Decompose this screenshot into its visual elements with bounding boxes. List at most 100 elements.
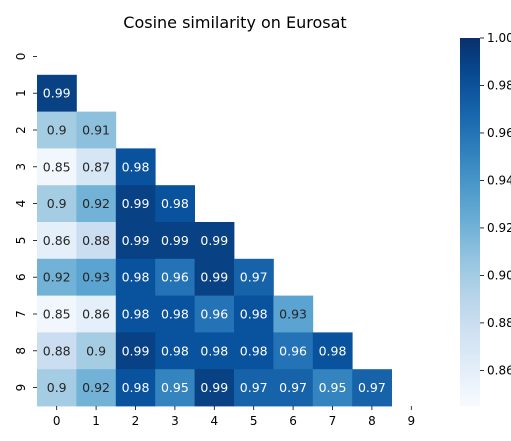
colorbar-tick-label: 0.92 bbox=[487, 221, 511, 235]
y-tick-label: 0 bbox=[14, 53, 28, 61]
colorbar-tick-label: 0.86 bbox=[487, 363, 511, 377]
cell-value-label: 0.85 bbox=[43, 159, 71, 174]
y-tick-label: 9 bbox=[14, 384, 28, 392]
heatmap-cell-7-0 bbox=[37, 295, 77, 333]
heatmap-cell-3-2 bbox=[115, 148, 156, 186]
cell-value-label: 0.91 bbox=[82, 123, 110, 138]
cell-value-label: 0.99 bbox=[122, 196, 150, 211]
cell-value-label: 0.98 bbox=[240, 343, 268, 358]
cell-value-label: 0.86 bbox=[82, 307, 110, 322]
heatmap-cell-8-6 bbox=[273, 332, 314, 370]
heatmap-cell-6-1 bbox=[76, 258, 117, 296]
heatmap-cell-8-3 bbox=[155, 332, 195, 370]
heatmap-cell-9-8 bbox=[352, 369, 392, 407]
x-tick-label: 3 bbox=[171, 414, 179, 428]
colorbar-tick-label: 0.94 bbox=[487, 173, 511, 187]
x-tick-label: 0 bbox=[53, 414, 61, 428]
cell-value-label: 0.98 bbox=[122, 307, 150, 322]
y-tick-label: 3 bbox=[14, 163, 28, 171]
heatmap-cell-8-0 bbox=[37, 332, 77, 370]
y-tick-label: 8 bbox=[14, 347, 28, 355]
colorbar-tick-label: 1.00 bbox=[487, 31, 511, 45]
x-tick-label: 9 bbox=[407, 414, 415, 428]
x-tick-label: 7 bbox=[329, 414, 337, 428]
cell-value-label: 0.92 bbox=[43, 270, 71, 285]
x-tick-label: 5 bbox=[250, 414, 258, 428]
heatmap-cell-8-7 bbox=[312, 332, 353, 370]
y-tick-label: 6 bbox=[14, 273, 28, 281]
cell-value-label: 0.99 bbox=[122, 233, 150, 248]
y-tick-label: 7 bbox=[14, 310, 28, 318]
y-tick-label: 2 bbox=[14, 126, 28, 134]
colorbar-tick-label: 0.96 bbox=[487, 126, 511, 140]
cell-value-label: 0.88 bbox=[43, 343, 71, 358]
cell-value-label: 0.98 bbox=[161, 307, 189, 322]
heatmap-cell-7-3 bbox=[155, 295, 195, 333]
heatmap-cell-5-2 bbox=[115, 222, 156, 260]
heatmap-cell-6-3 bbox=[155, 258, 195, 296]
cell-value-label: 0.92 bbox=[82, 196, 110, 211]
heatmap-cell-9-6 bbox=[273, 369, 314, 407]
heatmap-cell-6-2 bbox=[115, 258, 156, 296]
heatmap-cell-2-1 bbox=[76, 111, 117, 149]
x-axis: 0 1 2 3 4 5 6 7 8 9 bbox=[53, 406, 415, 428]
cell-value-label: 0.97 bbox=[279, 380, 307, 395]
cell-value-label: 0.95 bbox=[161, 380, 189, 395]
x-tick-label: 8 bbox=[368, 414, 376, 428]
cell-value-label: 0.85 bbox=[43, 307, 71, 322]
heatmap-cell-8-1 bbox=[76, 332, 117, 370]
cell-value-label: 0.98 bbox=[122, 380, 150, 395]
chart-title: Cosine similarity on Eurosat bbox=[123, 13, 346, 32]
cell-value-label: 0.98 bbox=[200, 343, 228, 358]
heatmap-cell-3-1 bbox=[76, 148, 117, 186]
cell-value-label: 0.9 bbox=[47, 380, 67, 395]
cell-value-label: 0.9 bbox=[47, 123, 67, 138]
cell-value-label: 0.99 bbox=[43, 86, 71, 101]
y-tick-label: 1 bbox=[14, 89, 28, 97]
heatmap-cell-9-2 bbox=[115, 369, 156, 407]
cell-value-label: 0.88 bbox=[82, 233, 110, 248]
cell-value-label: 0.98 bbox=[161, 196, 189, 211]
y-axis: 0 1 2 3 4 5 6 7 8 9 bbox=[14, 53, 37, 392]
cell-value-label: 0.99 bbox=[200, 380, 228, 395]
heatmap-cell-7-6 bbox=[273, 295, 314, 333]
colorbar-tick-label: 0.98 bbox=[487, 78, 511, 92]
cell-value-label: 0.98 bbox=[240, 307, 268, 322]
cell-value-label: 0.87 bbox=[82, 159, 110, 174]
cell-value-label: 0.99 bbox=[161, 233, 189, 248]
heatmap-cell-9-1 bbox=[76, 369, 117, 407]
cell-value-label: 0.86 bbox=[43, 233, 71, 248]
cell-value-label: 0.98 bbox=[122, 270, 150, 285]
heatmap-cell-9-5 bbox=[234, 369, 274, 407]
cell-value-label: 0.96 bbox=[200, 307, 228, 322]
cell-value-label: 0.99 bbox=[200, 270, 228, 285]
y-tick-label: 4 bbox=[14, 200, 28, 208]
heatmap-cell-9-3 bbox=[155, 369, 195, 407]
heatmap-cell-4-2 bbox=[115, 185, 156, 223]
cell-value-label: 0.98 bbox=[319, 343, 347, 358]
heatmap-cell-8-2 bbox=[115, 332, 156, 370]
cell-value-label: 0.96 bbox=[279, 343, 307, 358]
x-tick-label: 6 bbox=[289, 414, 297, 428]
colorbar-tick-label: 0.90 bbox=[487, 268, 511, 282]
heatmap-cell-8-4 bbox=[194, 332, 235, 370]
cell-value-label: 0.9 bbox=[86, 343, 106, 358]
cell-value-label: 0.92 bbox=[82, 380, 110, 395]
heatmap-cell-7-5 bbox=[234, 295, 274, 333]
cell-value-label: 0.9 bbox=[47, 196, 67, 211]
heatmap-cell-7-4 bbox=[194, 295, 235, 333]
heatmap-cell-2-0 bbox=[37, 111, 77, 149]
heatmap-cell-4-0 bbox=[37, 185, 77, 223]
heatmap-cell-9-0 bbox=[37, 369, 77, 407]
heatmap-cell-5-3 bbox=[155, 222, 195, 260]
heatmap-cell-5-0 bbox=[37, 222, 77, 260]
cell-value-label: 0.98 bbox=[122, 159, 150, 174]
heatmap-cell-8-5 bbox=[234, 332, 274, 370]
cell-value-label: 0.93 bbox=[82, 270, 110, 285]
y-tick-label: 5 bbox=[14, 237, 28, 245]
heatmap-cell-6-0 bbox=[37, 258, 77, 296]
heatmap-cell-5-4 bbox=[194, 222, 235, 260]
x-tick-label: 2 bbox=[132, 414, 140, 428]
heatmap-cell-6-4 bbox=[194, 258, 235, 296]
